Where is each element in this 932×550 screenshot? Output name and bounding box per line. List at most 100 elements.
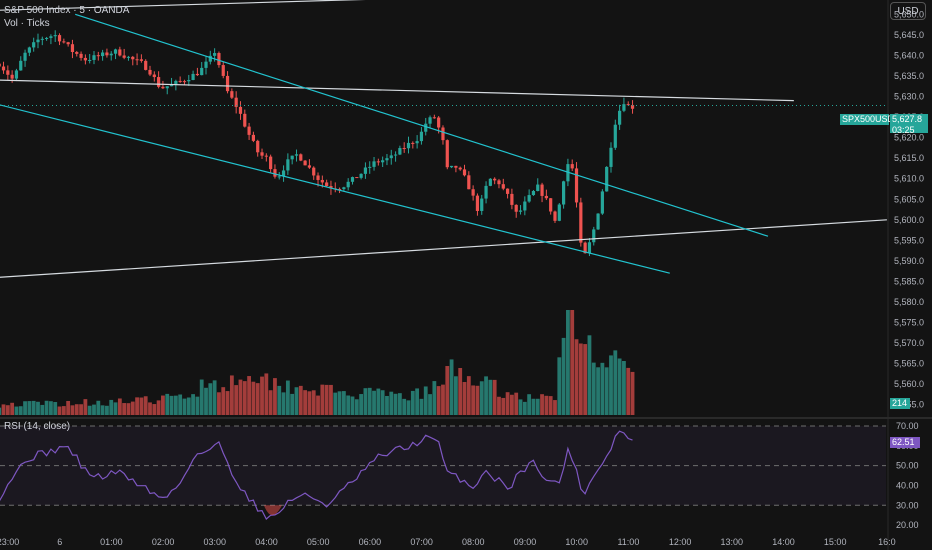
candle-body [312, 167, 316, 176]
volume-bar [298, 385, 303, 415]
volume-bar [109, 399, 114, 415]
upper-trendline[interactable] [0, 0, 556, 11]
candle-body [62, 41, 66, 43]
volume-bar [53, 402, 58, 415]
volume-bar [397, 393, 402, 415]
time-tick-label: 02:00 [152, 537, 175, 547]
volume-bar [583, 344, 588, 415]
volume-bar [40, 404, 45, 415]
volume-bar [466, 376, 471, 415]
candle-body [613, 124, 617, 148]
candle-body [135, 59, 139, 61]
candle-body [230, 91, 234, 98]
volume-bar [273, 378, 277, 415]
candle-body [359, 173, 363, 178]
candle-body [161, 86, 165, 89]
volume-bar [548, 396, 553, 415]
bar-countdown: 03:25 [892, 125, 915, 135]
candle-body [256, 140, 260, 153]
candle-body [213, 53, 217, 56]
volume-bar [0, 407, 2, 415]
candle-body [497, 180, 501, 185]
volume-bar [617, 358, 622, 415]
candle-body [281, 170, 286, 177]
volume-bar [449, 359, 454, 415]
candle-body [523, 201, 527, 211]
candle-body [221, 65, 225, 76]
channel-lower-line[interactable] [0, 104, 670, 274]
volume-bar [527, 394, 532, 415]
volume-bar [307, 391, 312, 415]
rsi-tick-label: 70.00 [896, 421, 919, 431]
candle-body [6, 70, 10, 75]
candle-body [549, 198, 553, 212]
volume-bar [238, 379, 243, 415]
price-tick-label: 5,615.0 [894, 153, 924, 163]
candle-body [200, 67, 204, 76]
volume-bar [385, 395, 389, 415]
candle-body [92, 55, 96, 60]
trendline-drawings[interactable] [0, 0, 888, 278]
volume-bar [1, 404, 6, 415]
candle-body [243, 113, 247, 127]
candle-body [294, 154, 299, 156]
volume-value-tag: 214 [890, 398, 910, 409]
time-axis[interactable]: 23:00 6 01:00 02:00 03:00 04:00 05:00 06:00 07:0… [0, 537, 896, 547]
volume-bar [251, 381, 256, 415]
candle-body [587, 242, 592, 254]
price-axis[interactable]: 5,650.05,645.05,640.05,635.05,630.05,625… [894, 9, 924, 530]
price-tick-label: 5,620.0 [894, 133, 924, 143]
candle-body [101, 52, 105, 57]
rsi-tick-label: 50.00 [896, 461, 919, 471]
volume-bar [23, 401, 27, 415]
candle-body [152, 74, 156, 78]
volume-bar [113, 402, 118, 415]
horizontal-trendline[interactable] [0, 79, 794, 102]
volume-bar [165, 393, 170, 415]
volume-bar [186, 397, 191, 415]
candle-body [66, 42, 70, 45]
volume-bar [393, 393, 398, 415]
candle-body [45, 37, 49, 39]
volume-bar [139, 397, 144, 415]
volume-bar [195, 396, 200, 415]
volume-bar [626, 367, 631, 415]
candle-body [622, 104, 626, 111]
rsi-title: RSI (14, close) [4, 421, 71, 432]
candle-body [592, 229, 596, 243]
volume-bar [320, 384, 325, 415]
volume-bar [229, 375, 234, 415]
volume-bar [531, 398, 536, 415]
channel-upper-line[interactable] [75, 13, 769, 237]
volume-bar [544, 395, 549, 415]
candle-body [1, 66, 6, 71]
candle-body [381, 160, 385, 163]
volume-bar [600, 362, 605, 415]
volume-bar [311, 390, 316, 415]
volume-bar [10, 402, 15, 415]
candle-body [208, 55, 212, 62]
volume-bar [100, 405, 105, 415]
volume-bar [204, 387, 208, 415]
volume-bar [31, 400, 36, 415]
volume-bar [324, 384, 329, 415]
volume-bar [208, 383, 213, 415]
volume-bar [36, 401, 40, 415]
volume-bar [505, 392, 510, 415]
time-tick-label: 09:00 [514, 537, 537, 547]
candle-body [10, 74, 14, 79]
volume-bar [242, 381, 247, 415]
volume-bar [510, 394, 514, 415]
candle-body [527, 195, 531, 202]
volume-bar [341, 391, 346, 415]
volume-bar [622, 361, 626, 415]
lower-trendline[interactable] [0, 219, 887, 278]
time-tick-label: 10:00 [565, 537, 588, 547]
currency-button[interactable]: USD [890, 2, 926, 20]
rsi-panel [0, 425, 886, 520]
candle-body [437, 117, 441, 128]
volume-bar [333, 392, 338, 415]
volume-bar [380, 390, 385, 415]
price-tick-label: 5,650.0 [894, 9, 924, 19]
